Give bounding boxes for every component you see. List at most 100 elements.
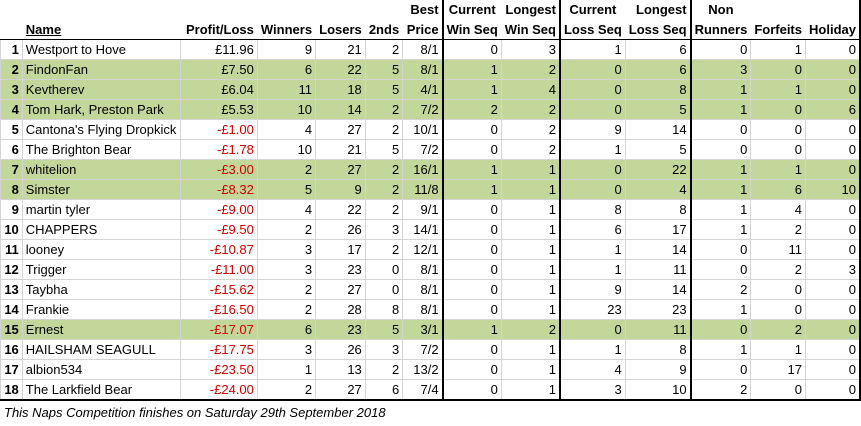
non-runners-cell[interactable]: 1: [689, 159, 752, 180]
name-cell[interactable]: albion534: [21, 359, 182, 380]
longest-win-seq-cell[interactable]: 1: [500, 379, 561, 401]
non-runners-cell[interactable]: 0: [689, 139, 752, 160]
winners-cell[interactable]: 9: [256, 39, 317, 60]
current-win-seq-cell[interactable]: 1: [441, 159, 502, 180]
longest-win-seq-cell[interactable]: 2: [500, 319, 561, 340]
losers-cell[interactable]: 26: [315, 219, 366, 240]
seconds-cell[interactable]: 2: [364, 239, 404, 260]
name-cell[interactable]: whitelion: [21, 159, 182, 180]
best-price-cell[interactable]: 9/1: [402, 199, 444, 220]
name-cell[interactable]: Ernest: [21, 319, 182, 340]
non-runners-cell[interactable]: 1: [689, 79, 752, 100]
table-row[interactable]: 1 Westport to Hove £11.96 9 21 2 8/1 0 3 1 6 0 1 0: [0, 39, 861, 60]
current-loss-seq-cell[interactable]: 0: [558, 159, 626, 180]
current-win-seq-cell[interactable]: 0: [441, 219, 502, 240]
longest-win-seq-cell[interactable]: 2: [500, 139, 561, 160]
current-loss-seq-cell[interactable]: 1: [558, 39, 626, 60]
longest-win-seq-cell[interactable]: 1: [500, 239, 561, 260]
winners-cell[interactable]: 4: [256, 119, 317, 140]
forfeits-cell[interactable]: 1: [750, 79, 806, 100]
forfeits-cell[interactable]: 4: [750, 199, 806, 220]
non-runners-cell[interactable]: 1: [689, 199, 752, 220]
longest-win-seq-cell[interactable]: 1: [500, 179, 561, 200]
winners-cell[interactable]: 3: [256, 339, 317, 360]
forfeits-cell[interactable]: 1: [750, 339, 806, 360]
best-price-cell[interactable]: 7/2: [402, 139, 444, 160]
longest-loss-seq-cell[interactable]: 5: [624, 139, 692, 160]
losers-cell[interactable]: 21: [315, 39, 366, 60]
forfeits-cell[interactable]: 2: [750, 259, 806, 280]
losers-cell[interactable]: 27: [315, 159, 366, 180]
longest-win-seq-cell[interactable]: 1: [500, 159, 561, 180]
longest-loss-seq-cell[interactable]: 23: [624, 299, 692, 320]
name-cell[interactable]: The Brighton Bear: [21, 139, 182, 160]
best-price-cell[interactable]: 3/1: [402, 319, 444, 340]
rank-cell[interactable]: 4: [0, 99, 23, 120]
forfeits-cell[interactable]: 6: [750, 179, 806, 200]
longest-loss-seq-cell[interactable]: 14: [624, 239, 692, 260]
winners-cell[interactable]: 3: [256, 239, 317, 260]
table-row[interactable]: 6 The Brighton Bear -£1.78 10 21 5 7/2 0 2 1 5 0 0 0: [0, 139, 861, 160]
winners-cell[interactable]: 2: [256, 159, 317, 180]
forfeits-cell[interactable]: 0: [750, 279, 806, 300]
longest-loss-seq-cell[interactable]: 10: [624, 379, 692, 401]
table-row[interactable]: 10 CHAPPERS -£9.50 2 26 3 14/1 0 1 6 17 1 2 0: [0, 219, 861, 240]
best-price-cell[interactable]: 8/1: [402, 59, 444, 80]
holiday-cell[interactable]: 0: [804, 119, 861, 140]
longest-win-seq-cell[interactable]: 1: [500, 279, 561, 300]
name-cell[interactable]: The Larkfield Bear: [21, 379, 182, 401]
forfeits-cell[interactable]: 0: [750, 59, 806, 80]
non-runners-cell[interactable]: 1: [689, 179, 752, 200]
name-cell[interactable]: Trigger: [21, 259, 182, 280]
winners-cell[interactable]: 2: [256, 219, 317, 240]
seconds-cell[interactable]: 0: [364, 259, 404, 280]
non-runners-cell[interactable]: 0: [689, 39, 752, 60]
seconds-cell[interactable]: 3: [364, 219, 404, 240]
holiday-cell[interactable]: 0: [804, 199, 861, 220]
longest-loss-seq-cell[interactable]: 9: [624, 359, 692, 380]
best-price-cell[interactable]: 11/8: [402, 179, 444, 200]
best-price-cell[interactable]: 8/1: [402, 299, 444, 320]
table-row[interactable]: 14 Frankie -£16.50 2 28 8 8/1 0 1 23 23 1 0 0: [0, 299, 861, 320]
holiday-cell[interactable]: 0: [804, 339, 861, 360]
seconds-cell[interactable]: 2: [364, 159, 404, 180]
losers-cell[interactable]: 27: [315, 119, 366, 140]
longest-loss-seq-cell[interactable]: 4: [624, 179, 692, 200]
losers-cell[interactable]: 28: [315, 299, 366, 320]
longest-win-seq-cell[interactable]: 1: [500, 299, 561, 320]
current-loss-seq-cell[interactable]: 0: [558, 79, 626, 100]
losers-cell[interactable]: 21: [315, 139, 366, 160]
profit-loss-cell[interactable]: £5.53: [180, 99, 258, 120]
rank-cell[interactable]: 16: [0, 339, 23, 360]
seconds-cell[interactable]: 8: [364, 299, 404, 320]
winners-cell[interactable]: 3: [256, 259, 317, 280]
holiday-cell[interactable]: 0: [804, 139, 861, 160]
rank-cell[interactable]: 2: [0, 59, 23, 80]
profit-loss-cell[interactable]: -£1.00: [180, 119, 258, 140]
forfeits-cell[interactable]: 0: [750, 379, 806, 401]
rank-cell[interactable]: 9: [0, 199, 23, 220]
longest-win-seq-cell[interactable]: 1: [500, 219, 561, 240]
forfeits-cell[interactable]: 11: [750, 239, 806, 260]
seconds-cell[interactable]: 0: [364, 279, 404, 300]
best-price-cell[interactable]: 16/1: [402, 159, 444, 180]
best-price-cell[interactable]: 7/2: [402, 339, 444, 360]
longest-loss-seq-cell[interactable]: 14: [624, 119, 692, 140]
seconds-cell[interactable]: 2: [364, 199, 404, 220]
non-runners-cell[interactable]: 1: [689, 219, 752, 240]
rank-cell[interactable]: 8: [0, 179, 23, 200]
longest-loss-seq-cell[interactable]: 8: [624, 339, 692, 360]
table-row[interactable]: 3 Kevtherev £6.04 11 18 5 4/1 1 4 0 8 1 1 0: [0, 79, 861, 100]
current-loss-seq-cell[interactable]: 0: [558, 319, 626, 340]
current-win-seq-cell[interactable]: 2: [441, 99, 502, 120]
name-cell[interactable]: Kevtherev: [21, 79, 182, 100]
profit-loss-cell[interactable]: -£17.07: [180, 319, 258, 340]
table-row[interactable]: 2 FindonFan £7.50 6 22 5 8/1 1 2 0 6 3 0 0: [0, 59, 861, 80]
rank-cell[interactable]: 10: [0, 219, 23, 240]
seconds-cell[interactable]: 2: [364, 179, 404, 200]
name-cell[interactable]: looney: [21, 239, 182, 260]
name-cell[interactable]: HAILSHAM SEAGULL: [21, 339, 182, 360]
holiday-cell[interactable]: 0: [804, 219, 861, 240]
non-runners-cell[interactable]: 3: [689, 59, 752, 80]
forfeits-cell[interactable]: 1: [750, 159, 806, 180]
